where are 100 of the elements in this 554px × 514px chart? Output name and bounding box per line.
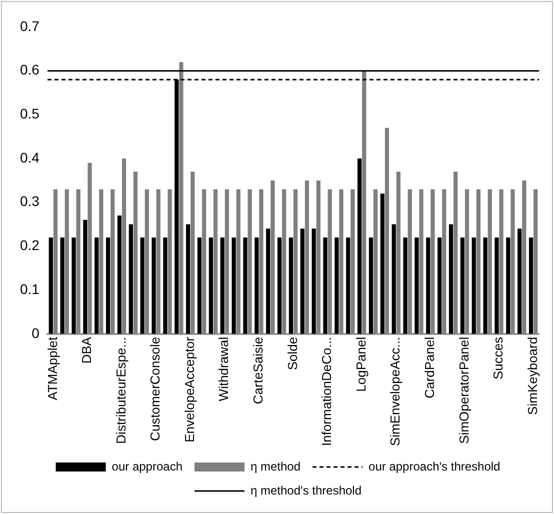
x-tick-label: Withdrawal xyxy=(216,336,232,402)
bar xyxy=(64,189,69,334)
bar xyxy=(224,189,229,334)
bar xyxy=(293,189,298,334)
bar xyxy=(350,189,355,334)
bar xyxy=(362,70,366,334)
bar xyxy=(179,62,184,334)
x-tick-label: CustomerConsole xyxy=(148,336,163,441)
bar xyxy=(48,237,53,334)
bar xyxy=(454,172,458,334)
y-tick-label: 0.5 xyxy=(20,106,40,122)
bar xyxy=(403,237,408,334)
bar xyxy=(448,224,454,334)
bar xyxy=(408,189,412,334)
bar xyxy=(259,189,264,334)
bar xyxy=(254,237,259,334)
x-tick-label: LogPanel xyxy=(353,336,368,392)
bar xyxy=(460,237,464,334)
x-tick-label: InformationDeCo... xyxy=(319,336,334,446)
bar xyxy=(528,237,534,334)
x-tick-label: ATMApplet xyxy=(44,336,60,400)
bar xyxy=(190,172,195,334)
bar xyxy=(72,237,76,334)
bar xyxy=(248,189,252,334)
bar xyxy=(163,237,168,334)
bar xyxy=(304,180,310,334)
bar xyxy=(534,189,538,334)
bar xyxy=(76,189,80,334)
bar xyxy=(442,189,446,334)
bar xyxy=(414,237,419,334)
bar xyxy=(438,237,442,334)
y-tick-label: 0.2 xyxy=(20,237,40,254)
y-tick-label: 0.7 xyxy=(20,18,40,34)
bar xyxy=(518,228,522,334)
bar xyxy=(156,189,160,334)
bar xyxy=(323,237,328,334)
bar xyxy=(186,224,190,334)
x-tick-label: DistributeurEspe... xyxy=(113,336,128,444)
y-tick-label: 0.6 xyxy=(20,62,40,78)
bar xyxy=(140,237,144,334)
bar xyxy=(122,158,126,334)
bar xyxy=(472,237,476,334)
bar xyxy=(339,189,344,334)
bar xyxy=(232,237,236,334)
bar xyxy=(312,228,316,334)
bar xyxy=(236,189,240,334)
bar xyxy=(373,189,378,334)
bar xyxy=(506,237,510,334)
bar xyxy=(243,237,248,334)
bar xyxy=(213,189,218,334)
bar xyxy=(266,228,270,334)
bar xyxy=(426,237,430,334)
bar xyxy=(197,237,202,334)
x-tick-label: CardPanel xyxy=(422,336,437,398)
legend-label: our approach's threshold xyxy=(368,459,500,474)
bar xyxy=(396,172,400,334)
x-tick-label: CarteSaisie xyxy=(250,336,266,404)
bar xyxy=(430,189,435,334)
bar xyxy=(133,172,138,334)
bar xyxy=(328,189,332,334)
bar xyxy=(83,220,88,334)
bar xyxy=(270,180,275,334)
bar xyxy=(88,162,92,334)
x-tick-label: SimKeyboard xyxy=(524,336,540,415)
bar xyxy=(117,216,122,334)
x-tick-label: Succes xyxy=(490,336,506,380)
bar xyxy=(168,189,172,334)
legend-label: η method's threshold xyxy=(250,483,362,498)
y-tick-label: 0.3 xyxy=(20,193,40,210)
bar xyxy=(94,237,99,334)
x-tick-label: EnvelopeAcceptor xyxy=(182,336,197,442)
bar xyxy=(499,189,504,334)
legend-label: our approach xyxy=(112,459,182,474)
bar xyxy=(288,237,294,334)
bar xyxy=(334,237,339,334)
bar xyxy=(208,237,213,334)
bar xyxy=(357,158,362,334)
bar xyxy=(99,189,104,334)
x-tick-label: Solde xyxy=(284,336,300,370)
bar xyxy=(282,189,286,334)
bar xyxy=(106,237,110,334)
bar xyxy=(152,237,156,334)
bar xyxy=(483,237,488,334)
bar xyxy=(384,128,390,334)
bar xyxy=(476,189,480,334)
bar xyxy=(522,180,526,334)
bar xyxy=(380,194,384,334)
bar xyxy=(368,237,374,334)
y-tick-label: 0.4 xyxy=(20,149,40,166)
bar xyxy=(300,228,304,334)
y-tick-label: 0 xyxy=(32,324,40,341)
bar xyxy=(464,189,470,334)
bar xyxy=(110,189,115,334)
x-tick-label: SimEnvelopeAcc... xyxy=(388,336,403,446)
bar xyxy=(488,189,492,334)
bar xyxy=(60,237,64,334)
bar xyxy=(220,237,224,334)
bar xyxy=(494,237,499,334)
bar xyxy=(53,189,58,334)
bar xyxy=(277,237,282,334)
